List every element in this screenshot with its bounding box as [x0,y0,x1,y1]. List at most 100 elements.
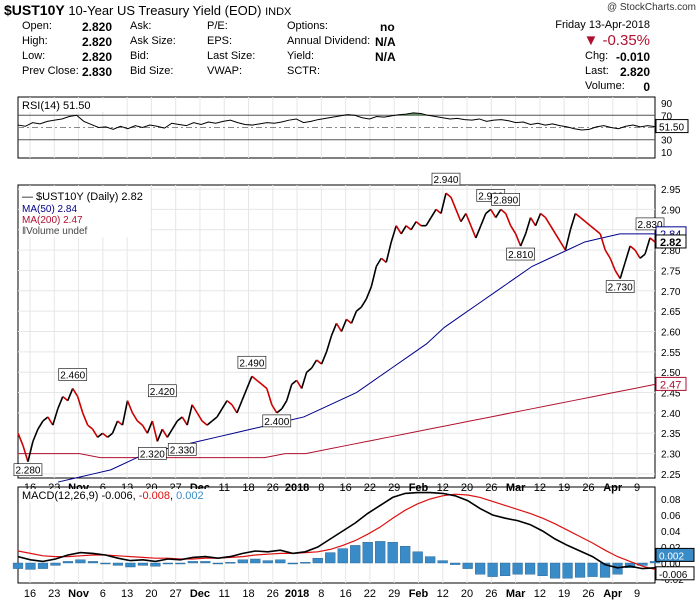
price-line-segment [624,245,631,263]
price-line-segment [27,441,34,462]
price-line-segment [355,306,362,312]
price-line-segment [589,225,596,231]
x-tick-label: 12 [534,482,546,494]
price-line-segment [425,217,432,227]
price-annotation: 2.330 [170,445,195,456]
price-line-segment [261,383,268,390]
price-line-segment [540,212,547,219]
price-line-segment [111,420,119,434]
price-line-segment [509,225,517,235]
quote-chg-value: -0.010 [615,50,650,64]
price-line-segment [604,249,611,259]
price-line-segment [599,233,606,251]
price-line-segment [271,404,278,414]
x-tick-label: Nov [68,588,90,600]
price-line-segment [37,420,44,430]
x-tick-label: 9 [634,588,640,600]
x-tick-label: 26 [485,482,497,494]
price-line-segment [236,400,243,414]
quote-last-size: Last Size: [207,50,256,62]
price-line-segment [470,225,477,239]
price-line-segment [121,400,129,426]
price-line-segment [564,229,572,251]
price-annotation-box [605,280,635,293]
x-tick-label: 18 [242,588,254,600]
rsi-y-tick-label: 90 [661,99,673,110]
x-tick-label: 8 [318,482,324,494]
macd-histogram-bar [250,558,261,564]
price-line-segment [614,270,621,280]
price-line-segment [221,400,228,410]
price-annotation-box [58,368,88,381]
price-line-segment [191,404,198,414]
price-line-segment [534,213,542,226]
price-line-segment [226,400,233,406]
price-annotation: 2.940 [433,175,458,186]
price-line-segment [480,213,487,226]
macd-histogram-bar [387,542,398,564]
x-tick-label: 20 [461,482,473,494]
change-percent: ▼ -0.35% [583,32,650,49]
price-line-segment [639,253,646,259]
price-line-segment [340,318,348,332]
x-tick-label: 9 [634,482,640,494]
quote-annual-dividend-value: N/A [375,35,396,49]
price-line-segment [430,208,437,218]
x-tick-label: 26 [267,482,279,494]
quote-options-value: no [380,20,395,34]
macd-histogram-bar [475,562,486,575]
price-line-segment [161,428,168,438]
macd-histogram-bar [412,551,423,564]
price-annotation-box [262,414,292,428]
x-tick-label: 16 [24,588,36,600]
price-annotation: 2.280 [15,466,40,477]
price-line-segment [156,428,164,442]
macd-histogram-bar [437,560,448,564]
ma200-line [18,383,656,459]
price-line-segment [146,420,154,434]
price-line-segment [117,420,124,426]
price-annotation-box [167,443,197,456]
macd-title-part: , [170,490,176,502]
price-line-segment [47,416,54,426]
price-line-segment [91,428,99,438]
price-line-segment [57,396,64,410]
price-last-value: 2.47 [660,379,681,391]
price-y-tick-label: 2.90 [661,205,681,216]
quote-volume-value: 0 [643,80,650,94]
macd-y-tick-label: 0.00 [661,559,681,570]
macd-y-tick-label: 0.06 [661,511,681,522]
price-line-segment [176,416,183,422]
price-line-segment [320,351,328,365]
macd-histogram-bar [262,560,273,564]
price-line-segment [350,310,358,324]
price-annotation-box [13,463,43,477]
price-line-segment [485,208,492,215]
quote-vwap: VWAP: [207,65,243,77]
macd-y-tick-label: 0.04 [661,527,681,538]
legend-ma50: MA(50) 2.84 [22,204,77,215]
price-line-segment [440,192,447,214]
price-line-segment [400,225,407,235]
macd-histogram-bar [150,562,161,567]
macd-title-part: 0.002 [176,490,204,502]
price-line-segment [285,384,293,401]
price-line-segment [62,395,69,402]
price-y-tick-label: 2.25 [661,470,681,481]
x-tick-label: 19 [558,482,570,494]
quote-bid: Bid: [130,50,149,62]
macd-histogram-bar [312,558,323,564]
x-tick-label: 13 [121,588,133,600]
x-tick-label: Apr [603,482,623,494]
macd-histogram-bar [337,548,348,564]
price-annotation-box [138,447,167,460]
x-tick-label: 22 [364,588,376,600]
macd-histogram-bar [524,562,536,575]
price-line-segment [231,404,238,414]
legend-bg [20,187,150,237]
price-line-segment [335,322,343,332]
price-last-badge [655,376,687,391]
price-annotation-box [491,193,521,206]
macd-histogram-bar [75,559,86,564]
